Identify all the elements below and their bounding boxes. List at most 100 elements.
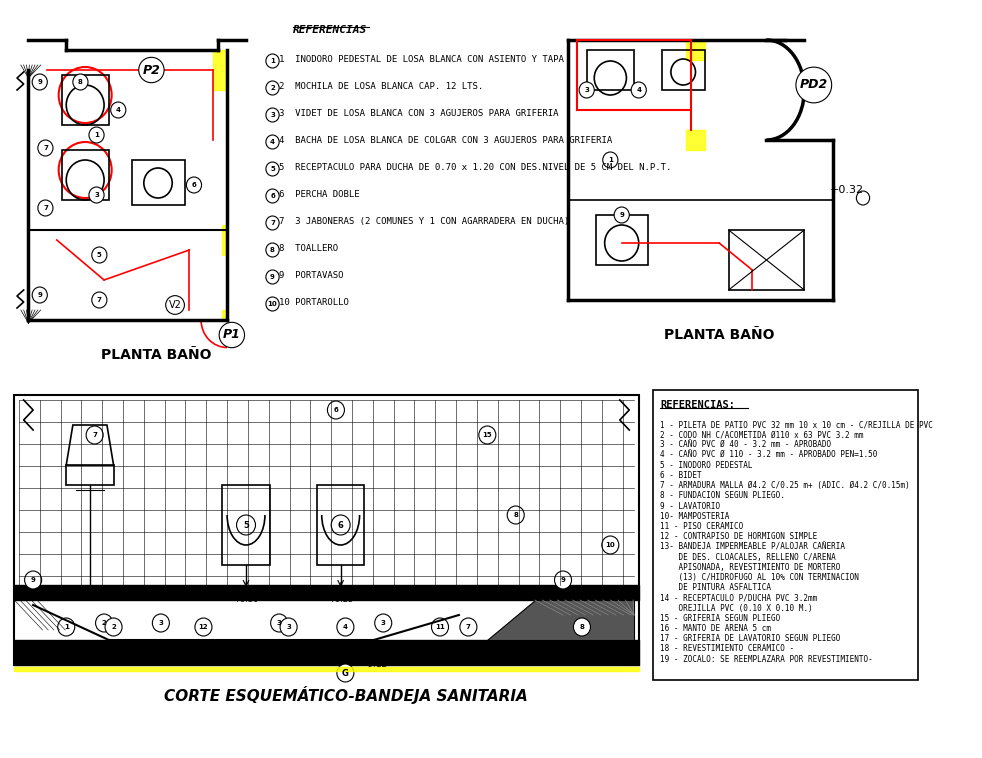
Circle shape [266, 54, 279, 68]
Circle shape [95, 614, 113, 632]
Text: 7: 7 [466, 624, 470, 630]
Text: G: G [342, 669, 349, 678]
Text: PD2: PD2 [799, 79, 828, 92]
Circle shape [266, 216, 279, 230]
Circle shape [105, 618, 122, 636]
Circle shape [266, 162, 279, 176]
Text: V2: V2 [169, 300, 182, 310]
Bar [62, 75, 109, 125]
Bar [663, 50, 705, 90]
Text: OREJILLA PVC (0.10 X 0.10 M.): OREJILLA PVC (0.10 X 0.10 M.) [661, 603, 813, 612]
Text: 9: 9 [270, 274, 275, 280]
Text: 7: 7 [97, 297, 102, 303]
Text: 18 - REVESTIMIENTO CERAMICO -: 18 - REVESTIMIENTO CERAMICO - [661, 644, 794, 653]
Text: DE PINTURA ASFALTICA: DE PINTURA ASFALTICA [661, 583, 772, 592]
Text: 7: 7 [92, 432, 97, 438]
Text: 1: 1 [94, 132, 99, 138]
Text: 8  TOALLERO: 8 TOALLERO [279, 244, 338, 253]
Bar [66, 465, 114, 485]
Text: 10: 10 [606, 542, 615, 548]
Text: 4: 4 [343, 624, 348, 630]
Text: 6: 6 [191, 182, 196, 188]
Text: 6: 6 [270, 193, 275, 199]
Text: 3: 3 [584, 87, 589, 93]
Text: 9: 9 [37, 79, 42, 85]
Text: 3: 3 [94, 192, 99, 198]
Circle shape [573, 618, 590, 636]
Text: 2: 2 [270, 85, 275, 91]
Text: 9: 9 [30, 577, 35, 583]
Text: 4 - CAÑO PVC Ø 110 - 3.2 mm - APROBADO PEN=1.50: 4 - CAÑO PVC Ø 110 - 3.2 mm - APROBADO P… [661, 450, 878, 459]
Text: 10- MAMPOSTERIA: 10- MAMPOSTERIA [661, 512, 730, 521]
Text: 3: 3 [381, 620, 386, 626]
Text: 15 - GRIFERIA SEGUN PLIEGO: 15 - GRIFERIA SEGUN PLIEGO [661, 614, 781, 623]
Text: P1: P1 [223, 328, 241, 342]
Circle shape [237, 515, 255, 535]
Circle shape [195, 618, 212, 636]
Circle shape [89, 127, 104, 143]
Text: REFERENCIAS: REFERENCIAS [294, 25, 367, 35]
Text: 12 - CONTRAPISO DE HORMIGON SIMPLE: 12 - CONTRAPISO DE HORMIGON SIMPLE [661, 532, 818, 541]
Circle shape [266, 81, 279, 95]
Text: 8: 8 [579, 624, 584, 630]
Circle shape [38, 200, 53, 216]
Text: 4: 4 [116, 107, 121, 113]
Bar [317, 485, 364, 565]
Text: APISONADA, REVESTIMIENTO DE MORTERO: APISONADA, REVESTIMIENTO DE MORTERO [661, 562, 841, 572]
Bar [222, 485, 270, 565]
Bar [133, 160, 185, 205]
Text: PLANTA BAÑO: PLANTA BAÑO [664, 328, 775, 342]
Text: PLANTA BAÑO: PLANTA BAÑO [101, 348, 211, 362]
Circle shape [280, 618, 298, 636]
Text: 9: 9 [561, 577, 566, 583]
Text: 6: 6 [334, 407, 338, 413]
Text: 3: 3 [158, 620, 163, 626]
Text: 4  BACHA DE LOSA BLANCA DE COLGAR CON 3 AGUJEROS PARA GRIFERIA: 4 BACHA DE LOSA BLANCA DE COLGAR CON 3 A… [279, 136, 613, 145]
Text: 1: 1 [64, 624, 69, 630]
Text: 8: 8 [78, 79, 82, 85]
Text: 2  MOCHILA DE LOSA BLANCA CAP. 12 LTS.: 2 MOCHILA DE LOSA BLANCA CAP. 12 LTS. [279, 82, 483, 91]
Text: 5 - INODORO PEDESTAL: 5 - INODORO PEDESTAL [661, 461, 753, 470]
Text: 1: 1 [608, 157, 613, 163]
Circle shape [266, 189, 279, 203]
Text: (13) C/HIDROFUGO AL 10% CON TERMINACION: (13) C/HIDROFUGO AL 10% CON TERMINACION [661, 573, 859, 582]
Circle shape [58, 618, 75, 636]
Circle shape [479, 426, 496, 444]
Text: 15: 15 [482, 432, 492, 438]
Text: 8 - FUNDACION SEGUN PLIEGO.: 8 - FUNDACION SEGUN PLIEGO. [661, 491, 786, 500]
Circle shape [431, 618, 449, 636]
Text: P2: P2 [142, 64, 160, 77]
Text: 3: 3 [270, 112, 275, 118]
Text: 10 PORTAROLLO: 10 PORTAROLLO [279, 298, 349, 307]
Text: 6  PERCHA DOBLE: 6 PERCHA DOBLE [279, 190, 359, 199]
Circle shape [266, 108, 279, 122]
Text: 17 - GRIFERIA DE LAVATORIO SEGUN PLIEGO: 17 - GRIFERIA DE LAVATORIO SEGUN PLIEGO [661, 634, 841, 644]
Text: +0.32: +0.32 [830, 185, 864, 195]
Bar [14, 395, 638, 665]
Text: 8: 8 [270, 247, 275, 253]
Circle shape [187, 177, 201, 193]
Circle shape [38, 140, 53, 156]
Circle shape [602, 536, 619, 554]
Circle shape [91, 292, 107, 308]
Text: 7  3 JABONERAS (2 COMUNES Y 1 CON AGARRADERA EN DUCHA): 7 3 JABONERAS (2 COMUNES Y 1 CON AGARRAD… [279, 217, 570, 226]
Text: CORTE ESQUEMÁTICO-BANDEJA SANITARIA: CORTE ESQUEMÁTICO-BANDEJA SANITARIA [164, 686, 527, 704]
Bar [62, 150, 109, 200]
Text: 5: 5 [244, 521, 249, 530]
Circle shape [579, 82, 594, 98]
Circle shape [25, 571, 41, 589]
Circle shape [89, 187, 104, 203]
Circle shape [337, 618, 354, 636]
Text: 4: 4 [270, 139, 275, 145]
Text: 9 - LAVATORIO: 9 - LAVATORIO [661, 502, 721, 511]
Text: 12: 12 [198, 624, 208, 630]
Text: 2 - CODO NH C/ACOMETIDA Ø110 x 63 PVC 3.2 mm: 2 - CODO NH C/ACOMETIDA Ø110 x 63 PVC 3.… [661, 431, 864, 439]
Circle shape [375, 614, 392, 632]
Circle shape [271, 614, 288, 632]
Circle shape [327, 401, 345, 419]
Text: 3: 3 [286, 624, 291, 630]
Bar [586, 50, 634, 90]
Text: +0.30: +0.30 [234, 595, 258, 604]
Polygon shape [487, 600, 634, 640]
Text: 5  RECEPTACULO PARA DUCHA DE 0.70 x 1.20 CON DES.NIVEL DE 5 CM DEL N.P.T.: 5 RECEPTACULO PARA DUCHA DE 0.70 x 1.20 … [279, 163, 672, 172]
